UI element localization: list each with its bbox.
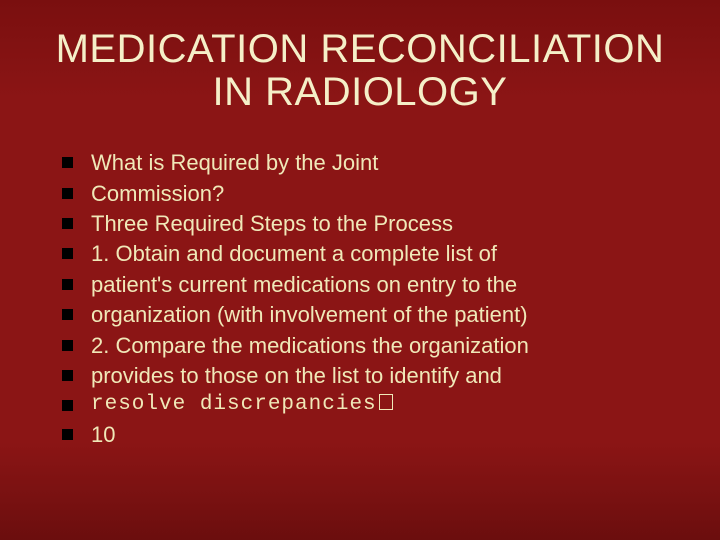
list-item: provides to those on the list to identif… (62, 361, 676, 391)
bullet-square-icon (62, 400, 73, 411)
bullet-text: 1. Obtain and document a complete list o… (91, 239, 497, 269)
list-item: Three Required Steps to the Process (62, 209, 676, 239)
list-item: 1. Obtain and document a complete list o… (62, 239, 676, 269)
bullet-square-icon (62, 429, 73, 440)
list-item: organization (with involvement of the pa… (62, 300, 676, 330)
bullet-text: Three Required Steps to the Process (91, 209, 453, 239)
list-item: 2. Compare the medications the organizat… (62, 331, 676, 361)
bullet-square-icon (62, 279, 73, 290)
bullet-text: What is Required by the Joint (91, 148, 378, 178)
tofu-glyph-icon (379, 394, 393, 410)
bullet-square-icon (62, 340, 73, 351)
bullet-text: provides to those on the list to identif… (91, 361, 502, 391)
bullet-list: What is Required by the JointCommission?… (44, 148, 676, 450)
bullet-square-icon (62, 248, 73, 259)
list-item: patient's current medications on entry t… (62, 270, 676, 300)
bullet-square-icon (62, 218, 73, 229)
list-item: What is Required by the Joint (62, 148, 676, 178)
bullet-square-icon (62, 370, 73, 381)
slide: MEDICATION RECONCILIATION IN RADIOLOGY W… (0, 0, 720, 540)
bullet-text: organization (with involvement of the pa… (91, 300, 528, 330)
bullet-text: 10 (91, 420, 115, 450)
bullet-square-icon (62, 188, 73, 199)
bullet-text: resolve discrepancies (91, 391, 393, 420)
list-item: resolve discrepancies (62, 391, 676, 420)
bullet-square-icon (62, 157, 73, 168)
list-item: 10 (62, 420, 676, 450)
bullet-text: 2. Compare the medications the organizat… (91, 331, 529, 361)
bullet-text: patient's current medications on entry t… (91, 270, 517, 300)
bullet-square-icon (62, 309, 73, 320)
list-item: Commission? (62, 179, 676, 209)
bullet-text: Commission? (91, 179, 224, 209)
slide-title: MEDICATION RECONCILIATION IN RADIOLOGY (44, 28, 676, 114)
